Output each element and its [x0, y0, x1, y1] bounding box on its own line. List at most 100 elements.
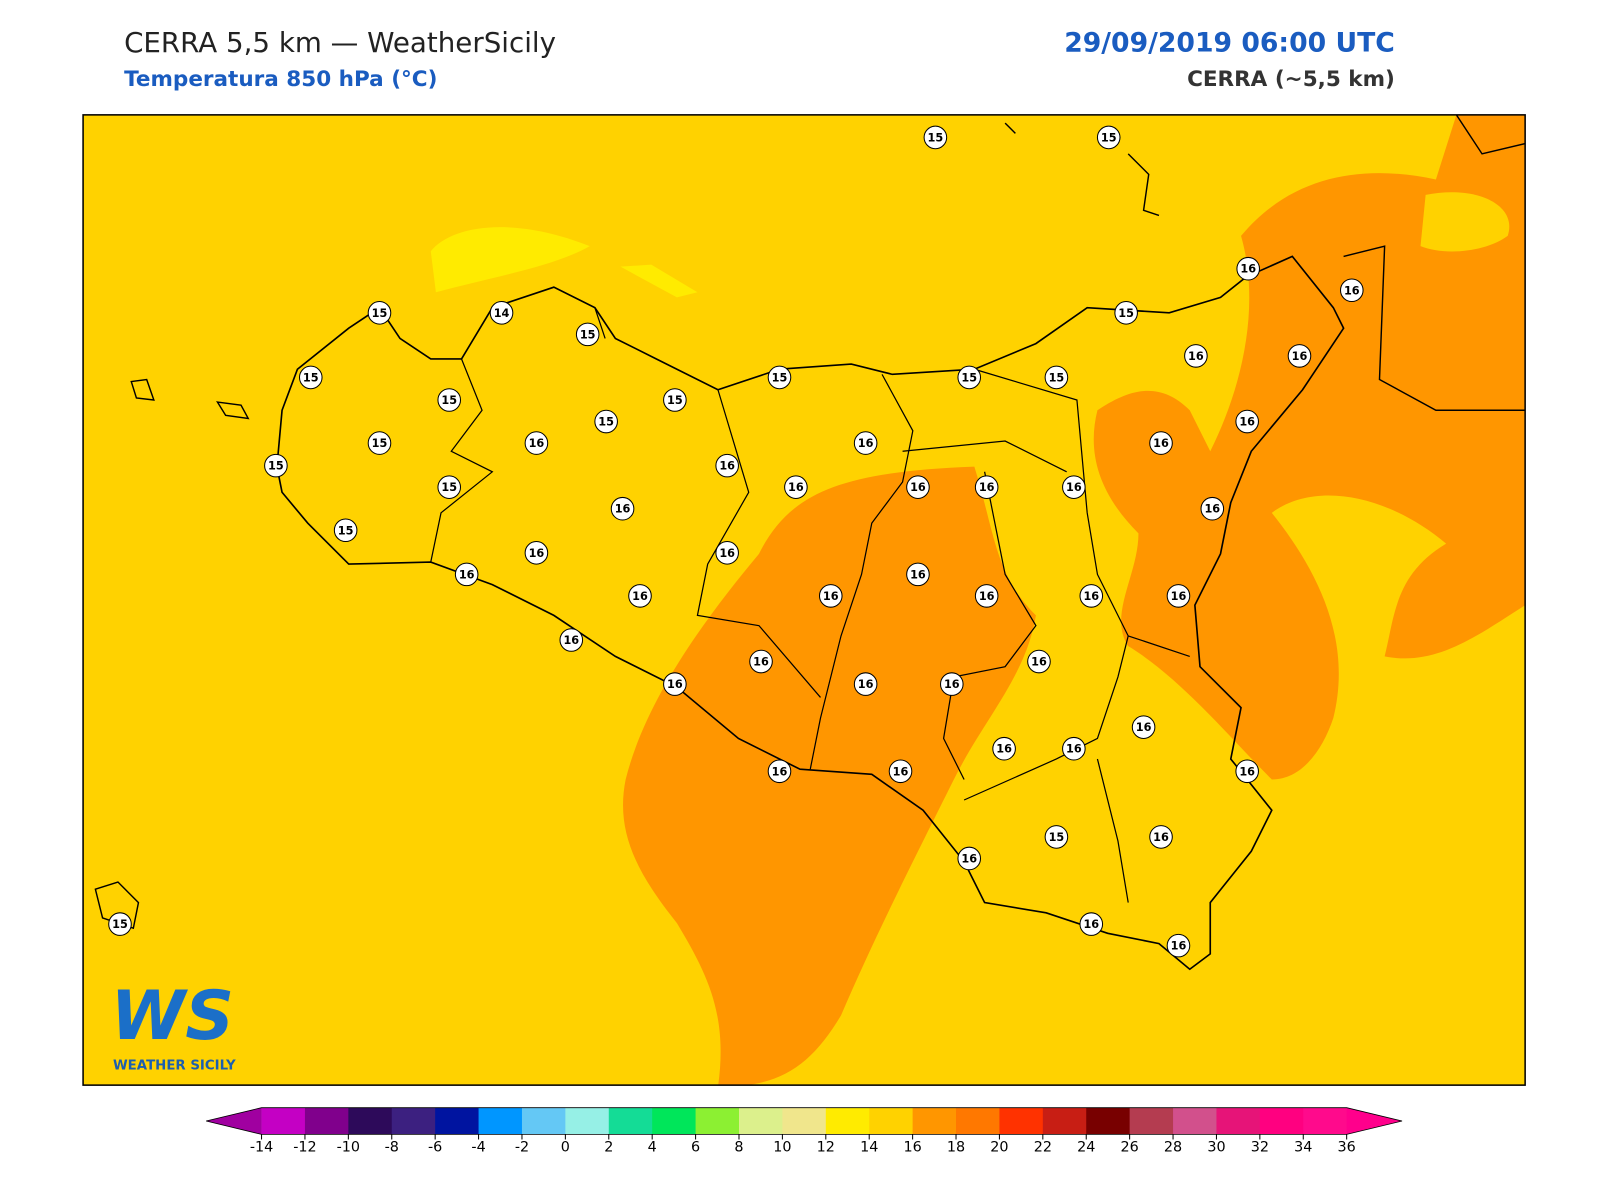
station-marker — [939, 672, 964, 696]
colorbar-tick-label: 4 — [648, 1140, 657, 1156]
colorbar-tick-label: 14 — [860, 1140, 878, 1156]
field-gold — [1420, 192, 1510, 252]
station-marker — [559, 628, 584, 652]
colorbar-segment — [999, 1107, 1044, 1135]
station-value: 16 — [823, 590, 839, 603]
colorbar-tick-label: 6 — [691, 1140, 700, 1156]
colorbar-segment — [652, 1107, 697, 1135]
station-marker — [974, 584, 999, 608]
station-value: 16 — [858, 678, 874, 691]
station-marker — [923, 125, 948, 150]
station-marker — [1166, 584, 1191, 608]
station-marker — [888, 759, 913, 784]
station-value: 16 — [910, 481, 926, 494]
province-border — [430, 307, 1190, 903]
colorbar-tick-label: 28 — [1164, 1140, 1182, 1156]
colorbar-segment — [304, 1107, 349, 1135]
colorbar-segment — [1216, 1107, 1261, 1135]
field — [83, 114, 1526, 1086]
station-marker — [715, 453, 739, 478]
station-marker — [298, 365, 323, 390]
station-value: 16 — [910, 568, 926, 581]
colorbar-tick-label: 32 — [1251, 1140, 1269, 1156]
station-value: 16 — [1083, 590, 1099, 603]
field-orange — [623, 466, 1036, 1086]
station-value: 16 — [1066, 481, 1082, 494]
station-marker — [853, 672, 878, 696]
colorbar-segment — [261, 1107, 306, 1135]
colorbar-tick-label: -8 — [385, 1140, 399, 1156]
colorbar-tick-label: 24 — [1077, 1140, 1095, 1156]
colorbar-tick-label: -14 — [250, 1140, 273, 1156]
station-value: 16 — [788, 481, 804, 494]
station-value: 15 — [268, 460, 284, 473]
station-value: 16 — [1031, 656, 1047, 669]
coastline — [1004, 114, 1526, 411]
colorbar-segment — [738, 1107, 783, 1135]
station-marker — [1166, 933, 1191, 958]
colorbar-segment — [1303, 1107, 1348, 1135]
station-value: 16 — [1239, 416, 1255, 429]
station-value: 16 — [1344, 284, 1360, 297]
colorbar-tick-label: 36 — [1338, 1140, 1356, 1156]
colorbar-tick-label: -6 — [428, 1140, 442, 1156]
colorbar-segment — [1259, 1107, 1304, 1135]
station-marker — [489, 301, 514, 325]
station-marker — [1235, 409, 1259, 434]
coastline — [276, 255, 1345, 971]
station-value: 16 — [1171, 590, 1187, 603]
station-marker — [1200, 496, 1225, 521]
station-value: 15 — [303, 371, 319, 384]
station-marker — [1236, 256, 1260, 281]
station-marker — [628, 584, 652, 608]
station-marker — [575, 322, 600, 347]
colorbar-tick-label: 18 — [947, 1140, 965, 1156]
station-value: 16 — [1240, 263, 1256, 276]
colorbar-segment — [435, 1107, 480, 1135]
station-marker — [524, 541, 549, 565]
colorbar-segment — [391, 1107, 436, 1135]
colorbar-tick-label: 12 — [817, 1140, 835, 1156]
station-value: 15 — [1049, 831, 1065, 844]
station-marker — [853, 431, 878, 455]
station-value: 16 — [719, 547, 735, 560]
colorbar-segment — [869, 1107, 914, 1135]
station-value: 15 — [928, 131, 944, 144]
map-frame — [82, 114, 1526, 1086]
station-value: 16 — [1239, 765, 1255, 778]
station-value: 15 — [667, 394, 683, 407]
station-value: 15 — [961, 371, 977, 384]
station-marker — [1079, 912, 1104, 936]
station-value: 16 — [893, 765, 909, 778]
station-value: 15 — [338, 524, 354, 537]
station-value: 16 — [719, 460, 735, 473]
station-marker — [1062, 736, 1086, 761]
colorbar-extend-high — [1346, 1107, 1403, 1135]
station-value: 16 — [1292, 350, 1308, 363]
station-value: 16 — [1153, 437, 1169, 450]
station-value: 16 — [944, 678, 960, 691]
station-marker — [1114, 301, 1138, 325]
station-marker — [906, 475, 930, 499]
station-marker — [715, 541, 739, 565]
colorbar-tick-label: -10 — [337, 1140, 360, 1156]
colorbar-segment — [521, 1107, 566, 1135]
colorbar-tick-label: 16 — [903, 1140, 921, 1156]
colorbar-segment — [478, 1107, 523, 1135]
colorbar-segment — [695, 1107, 740, 1135]
station-marker — [767, 365, 792, 390]
station-value: 16 — [996, 743, 1012, 756]
date: 29/09/2019 06:00 UTC — [1064, 28, 1395, 59]
station-marker — [749, 649, 773, 674]
station-marker — [992, 736, 1016, 761]
colorbar-segment — [912, 1107, 957, 1135]
colorbar-segment — [565, 1107, 610, 1135]
field-orange — [1093, 114, 1526, 780]
colorbar-segment — [956, 1107, 1000, 1135]
station-value: 16 — [979, 590, 995, 603]
station-value: 15 — [372, 437, 388, 450]
station-marker — [333, 518, 358, 543]
colorbar-tick-label: -2 — [515, 1140, 529, 1156]
station-value: 16 — [858, 437, 874, 450]
colorbar-tick-label: 34 — [1294, 1140, 1312, 1156]
